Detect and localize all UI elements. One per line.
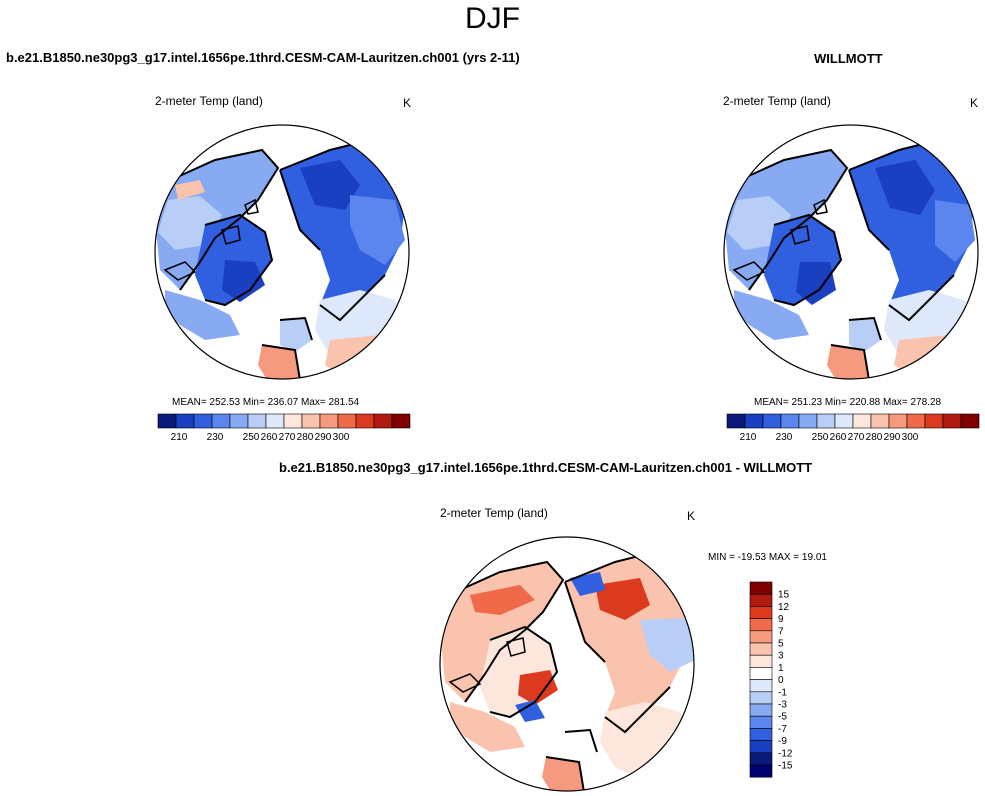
panel-1-variable: 2-meter Temp (land) bbox=[155, 94, 263, 108]
colorbar-tick-label: 290 bbox=[315, 432, 332, 443]
colorbar-box bbox=[749, 667, 773, 680]
colorbar-tick-label: 250 bbox=[243, 432, 260, 443]
colorbar-tick-label: 9 bbox=[778, 614, 784, 625]
panel-2-units: K bbox=[970, 96, 979, 110]
colorbar-tick-label: 280 bbox=[866, 432, 883, 443]
map-obs-field bbox=[724, 125, 978, 379]
colorbar-box bbox=[283, 413, 303, 429]
colorbar-box bbox=[924, 413, 944, 429]
colorbar-tick-label: 15 bbox=[778, 590, 790, 601]
colorbar-tick-label: 3 bbox=[778, 651, 784, 662]
colorbar-box bbox=[157, 413, 177, 429]
colorbar-tick-label: -3 bbox=[778, 700, 787, 711]
colorbar-tick-label: 12 bbox=[778, 602, 790, 613]
colorbar-tick-label: -9 bbox=[778, 736, 787, 747]
colorbar-tick-label: 230 bbox=[776, 432, 793, 443]
colorbar-tick-label: -1 bbox=[778, 687, 787, 698]
colorbar-box bbox=[749, 581, 773, 595]
colorbar-box bbox=[834, 413, 854, 429]
map-model-field bbox=[155, 125, 409, 379]
colorbar-box bbox=[193, 413, 213, 429]
panel-2-stats: MEAN= 251.23 Min= 220.88 Max= 278.28 bbox=[754, 397, 942, 408]
colorbar-box bbox=[852, 413, 872, 429]
colorbar-tick-label: 250 bbox=[812, 432, 829, 443]
colorbar-tick-label: 280 bbox=[297, 432, 314, 443]
colorbar-tick-label: 290 bbox=[884, 432, 901, 443]
colorbar-tick-label: 300 bbox=[902, 432, 919, 443]
colorbar-box bbox=[749, 715, 773, 729]
colorbar-box bbox=[749, 618, 773, 632]
colorbar-box bbox=[749, 740, 773, 754]
colorbar-box bbox=[175, 413, 195, 429]
colorbar-box bbox=[749, 703, 773, 717]
colorbar-box bbox=[749, 606, 773, 619]
colorbar-box bbox=[798, 413, 818, 429]
colorbar-box bbox=[942, 413, 962, 429]
colorbar-tick-label: 210 bbox=[740, 432, 757, 443]
colorbar-box bbox=[744, 413, 764, 429]
colorbar-box bbox=[373, 413, 393, 429]
panel-2-variable: 2-meter Temp (land) bbox=[723, 94, 831, 108]
colorbar-box bbox=[247, 413, 267, 429]
panel-3-variable: 2-meter Temp (land) bbox=[440, 506, 548, 520]
colorbar-box bbox=[816, 413, 836, 429]
colorbar-box bbox=[749, 752, 773, 766]
panel-1-case-title: b.e21.B1850.ne30pg3_g17.intel.1656pe.1th… bbox=[6, 50, 520, 65]
colorbar-box bbox=[749, 728, 773, 741]
colorbar-tick-label: 270 bbox=[848, 432, 865, 443]
colorbar-box bbox=[749, 593, 773, 607]
colorbar-box bbox=[888, 413, 908, 429]
colorbar-box bbox=[265, 413, 285, 429]
colorbar-tick-label: 230 bbox=[207, 432, 224, 443]
colorbar-tick-label: -12 bbox=[778, 748, 793, 759]
colorbar-box bbox=[780, 413, 800, 429]
colorbar-tick-label: 270 bbox=[279, 432, 296, 443]
colorbar-box bbox=[749, 642, 773, 656]
colorbar-tick-label: 210 bbox=[171, 432, 188, 443]
colorbar-tick-label: 300 bbox=[333, 432, 350, 443]
panel-2-case-title: WILLMOTT bbox=[814, 51, 883, 66]
colorbar-tick-label: 5 bbox=[778, 639, 784, 650]
season-title: DJF bbox=[465, 2, 520, 35]
colorbar-tick-label: -5 bbox=[778, 712, 787, 723]
panel-3-stats: MIN = -19.53 MAX = 19.01 bbox=[708, 552, 827, 563]
colorbar-tick-label: 1 bbox=[778, 663, 784, 674]
colorbar-box bbox=[726, 413, 746, 429]
colorbar-tick-label: 260 bbox=[830, 432, 847, 443]
colorbar-box bbox=[391, 413, 411, 429]
colorbar-box bbox=[229, 413, 249, 429]
colorbar-box bbox=[211, 413, 231, 429]
colorbar-box bbox=[749, 764, 773, 778]
colorbar-box bbox=[749, 691, 773, 705]
colorbar-box bbox=[749, 630, 773, 644]
colorbar-box bbox=[301, 413, 321, 429]
colorbar-box bbox=[319, 413, 339, 429]
panel-1-stats: MEAN= 252.53 Min= 236.07 Max= 281.54 bbox=[172, 397, 360, 408]
colorbar-tick-label: -15 bbox=[778, 761, 793, 772]
colorbar-tick-label: 7 bbox=[778, 626, 784, 637]
panel-3-case-title: b.e21.B1850.ne30pg3_g17.intel.1656pe.1th… bbox=[279, 460, 813, 475]
colorbar-box bbox=[355, 413, 375, 429]
colorbar-box bbox=[870, 413, 890, 429]
colorbar-tick-label: 260 bbox=[261, 432, 278, 443]
colorbar-tick-label: 0 bbox=[778, 675, 784, 686]
panel-1-colorbar: 210 230 250 260 270 280 290 300 bbox=[157, 413, 411, 443]
colorbar-tick-label: -7 bbox=[778, 724, 787, 735]
map-diff-field bbox=[440, 537, 694, 791]
panel-3-units: K bbox=[687, 509, 696, 523]
colorbar-box bbox=[749, 679, 773, 693]
panel-1-units: K bbox=[403, 96, 412, 110]
colorbar-box bbox=[906, 413, 926, 429]
colorbar-box bbox=[749, 654, 773, 668]
panel-2-colorbar: 210 230 250 260 270 280 290 300 bbox=[726, 413, 980, 443]
colorbar-box bbox=[762, 413, 782, 429]
colorbar-box bbox=[960, 413, 980, 429]
colorbar-box bbox=[337, 413, 357, 429]
